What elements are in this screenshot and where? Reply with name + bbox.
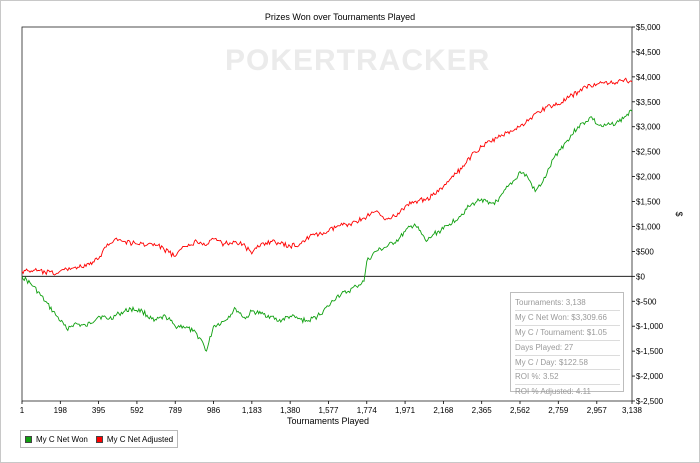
x-tick-label: 3,138 (622, 406, 643, 415)
stats-box: Tournaments: 3,138 My C Net Won: $3,309.6… (510, 292, 624, 396)
stat-line: My C / Tournament: $1.05 (515, 326, 620, 341)
series-layer (21, 77, 633, 352)
stat-line: ROI %: 3.52 (515, 370, 620, 386)
x-tick-label: 1 (20, 406, 25, 415)
y-axis: $-2,500 $-2,000 $-1,500 $-1,000 $-500 $0 $500 $… (632, 23, 664, 406)
y-tick-label: $-500 (636, 297, 657, 306)
x-tick-label: 789 (169, 406, 183, 415)
x-tick-label: 1,577 (318, 406, 339, 415)
x-tick-label: 2,562 (510, 406, 531, 415)
stat-line: Tournaments: 3,138 (515, 296, 620, 311)
y-tick-label: $0 (636, 272, 645, 281)
x-tick-label: 1,971 (395, 406, 416, 415)
y-tick-label: $3,500 (636, 98, 661, 107)
stat-line: My C Net Won: $3,309.66 (515, 311, 620, 326)
x-tick-label: 1,380 (280, 406, 301, 415)
y-tick-label: $500 (636, 247, 654, 256)
x-tick-label: 986 (207, 406, 221, 415)
x-tick-label: 1,774 (357, 406, 378, 415)
x-axis: 1 198 395 592 789 986 1,183 1,380 1,577 1,774 1,97… (20, 401, 643, 415)
y-tick-label: $-2,500 (636, 397, 664, 406)
x-tick-label: 2,957 (587, 406, 608, 415)
x-tick-label: 395 (92, 406, 106, 415)
legend-swatch (95, 435, 103, 443)
legend-swatch (25, 435, 32, 443)
y-tick-label: $-1,500 (636, 347, 664, 356)
y-tick-label: $4,000 (636, 73, 661, 82)
y-tick-label: $-2,000 (636, 372, 664, 381)
y-tick-label: $-1,000 (636, 322, 664, 331)
y-tick-label: $5,000 (636, 23, 661, 32)
x-tick-label: 592 (130, 406, 144, 415)
legend-item: My C Net Adjusted (95, 434, 174, 444)
legend: My C Net Won My C Net Adjusted (20, 430, 179, 448)
x-tick-label: 2,759 (548, 406, 569, 415)
legend-item: My C Net Won (25, 435, 88, 444)
stat-line: ROI % Adjusted: 4.11 (515, 387, 591, 397)
x-tick-label: 2,168 (433, 406, 454, 415)
stat-line: Days Played: 27 (515, 341, 620, 356)
chart-title: Prizes Won over Tournaments Played (265, 12, 415, 22)
plot-area (21, 26, 633, 402)
watermark-logo: POKERTRACKER (225, 44, 490, 77)
x-tick-label: 198 (54, 406, 68, 415)
x-tick-label: 2,365 (472, 406, 493, 415)
y-tick-label: $1,000 (636, 222, 661, 231)
legend-label: My C Net Adjusted (106, 434, 174, 444)
y-tick-label: $3,000 (636, 123, 661, 132)
stat-line: My C / Day: $122.58 (515, 356, 620, 371)
y-tick-label: $4,500 (636, 48, 661, 57)
y-tick-label: $2,500 (636, 148, 661, 157)
y-axis-label: $ (674, 211, 684, 216)
series-line-net-adjusted (21, 77, 633, 276)
x-tick-label: 1,183 (242, 406, 263, 415)
y-tick-label: $2,000 (636, 173, 661, 182)
legend-label: My C Net Won (36, 434, 88, 444)
x-axis-label: Tournaments Played (287, 416, 369, 426)
series-line-net-won (21, 109, 633, 352)
y-tick-label: $1,500 (636, 198, 661, 207)
